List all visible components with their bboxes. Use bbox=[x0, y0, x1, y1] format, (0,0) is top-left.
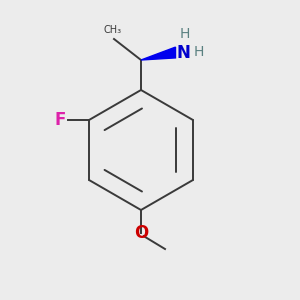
Text: N: N bbox=[177, 44, 191, 62]
Text: H: H bbox=[179, 27, 190, 41]
Polygon shape bbox=[141, 47, 176, 60]
Text: F: F bbox=[54, 111, 66, 129]
Text: O: O bbox=[134, 224, 148, 242]
Text: H: H bbox=[194, 46, 204, 59]
Text: CH₃: CH₃ bbox=[103, 26, 122, 35]
